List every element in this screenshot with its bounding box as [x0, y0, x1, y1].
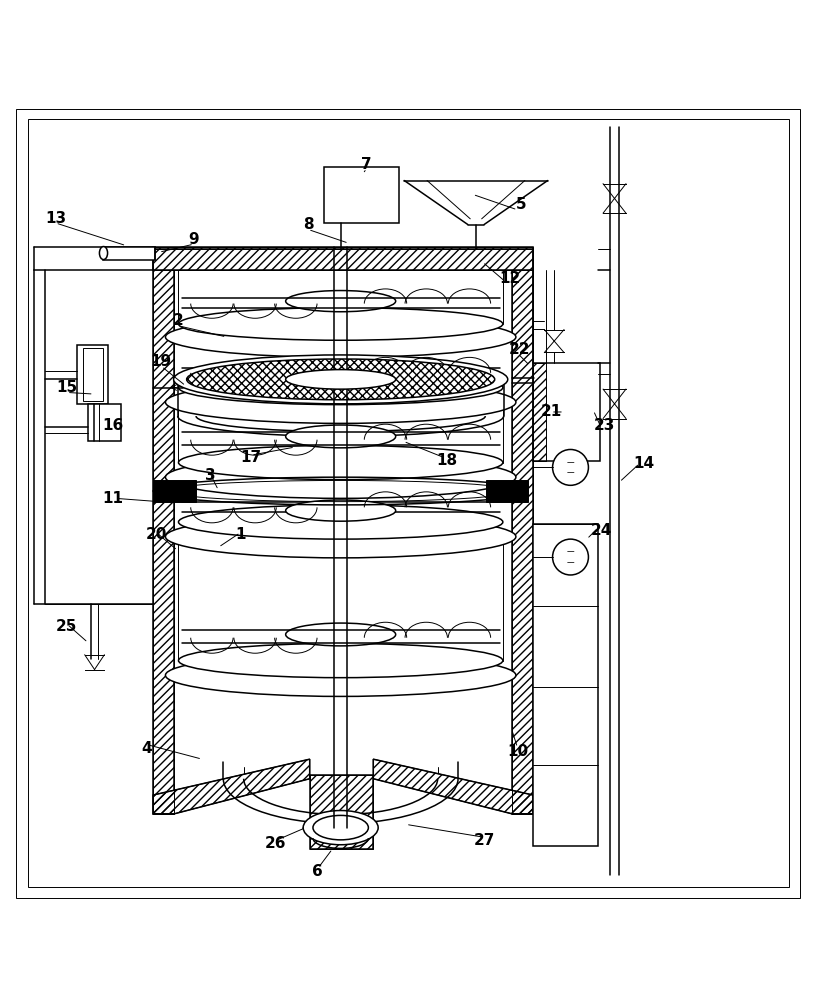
Text: 22: 22 [509, 342, 531, 357]
Text: 11: 11 [102, 491, 123, 506]
Ellipse shape [165, 654, 516, 696]
Bar [512, 269, 533, 814]
Text: 17: 17 [240, 450, 262, 465]
Bar [88, 404, 121, 441]
Ellipse shape [178, 370, 503, 405]
Circle shape [553, 449, 588, 485]
Text: 1: 1 [236, 527, 245, 542]
Text: 21: 21 [540, 404, 562, 419]
Ellipse shape [285, 370, 396, 389]
Bar [324, 167, 399, 223]
Text: 6: 6 [312, 864, 324, 879]
Ellipse shape [285, 425, 396, 448]
Bar [533, 363, 546, 461]
Text: 13: 13 [45, 211, 66, 226]
Text: 16: 16 [102, 418, 123, 433]
Text: 27: 27 [474, 833, 496, 848]
Bar [512, 269, 533, 814]
Text: —
—: — — [566, 547, 575, 567]
Bar [533, 524, 598, 846]
Text: 26: 26 [265, 836, 286, 851]
Text: 12: 12 [500, 271, 521, 286]
Text: 20: 20 [146, 527, 167, 542]
Ellipse shape [178, 643, 503, 678]
Ellipse shape [285, 623, 396, 646]
Text: 7: 7 [361, 157, 372, 172]
Bar [153, 480, 196, 502]
Ellipse shape [178, 445, 503, 480]
Ellipse shape [303, 811, 378, 845]
Text: 14: 14 [633, 456, 654, 471]
Bar [310, 775, 373, 849]
Bar [486, 480, 528, 502]
Bar [153, 249, 533, 270]
Ellipse shape [174, 355, 508, 404]
Text: 9: 9 [188, 232, 200, 247]
Ellipse shape [285, 500, 396, 521]
Ellipse shape [165, 317, 516, 357]
Polygon shape [153, 759, 310, 814]
Bar [83, 348, 103, 401]
Ellipse shape [165, 456, 516, 498]
Text: 25: 25 [56, 619, 77, 634]
Text: 8: 8 [302, 217, 314, 232]
Text: —
—: — — [566, 458, 575, 477]
Bar [310, 775, 373, 849]
Ellipse shape [187, 359, 495, 400]
Circle shape [553, 539, 588, 575]
Text: 19: 19 [151, 354, 172, 369]
Bar [77, 345, 108, 404]
Text: 24: 24 [591, 523, 612, 538]
Text: 10: 10 [507, 744, 528, 759]
Text: 15: 15 [56, 380, 77, 395]
Bar [153, 249, 533, 270]
Ellipse shape [285, 291, 396, 312]
Text: 4: 4 [141, 741, 152, 756]
Bar [153, 247, 533, 270]
Text: 23: 23 [594, 418, 615, 433]
Ellipse shape [165, 515, 516, 558]
Text: 3: 3 [205, 468, 216, 483]
Bar [533, 363, 600, 461]
Bar [153, 269, 174, 814]
Ellipse shape [165, 381, 516, 423]
Bar [153, 269, 174, 814]
Text: 18: 18 [436, 453, 457, 468]
Bar [153, 247, 533, 270]
Text: 2: 2 [172, 313, 183, 328]
Ellipse shape [178, 505, 503, 539]
Ellipse shape [178, 308, 503, 340]
Text: 5: 5 [516, 197, 527, 212]
Polygon shape [373, 759, 533, 814]
Bar [103, 247, 155, 260]
Ellipse shape [285, 366, 396, 387]
Ellipse shape [313, 815, 368, 840]
Ellipse shape [99, 247, 108, 260]
